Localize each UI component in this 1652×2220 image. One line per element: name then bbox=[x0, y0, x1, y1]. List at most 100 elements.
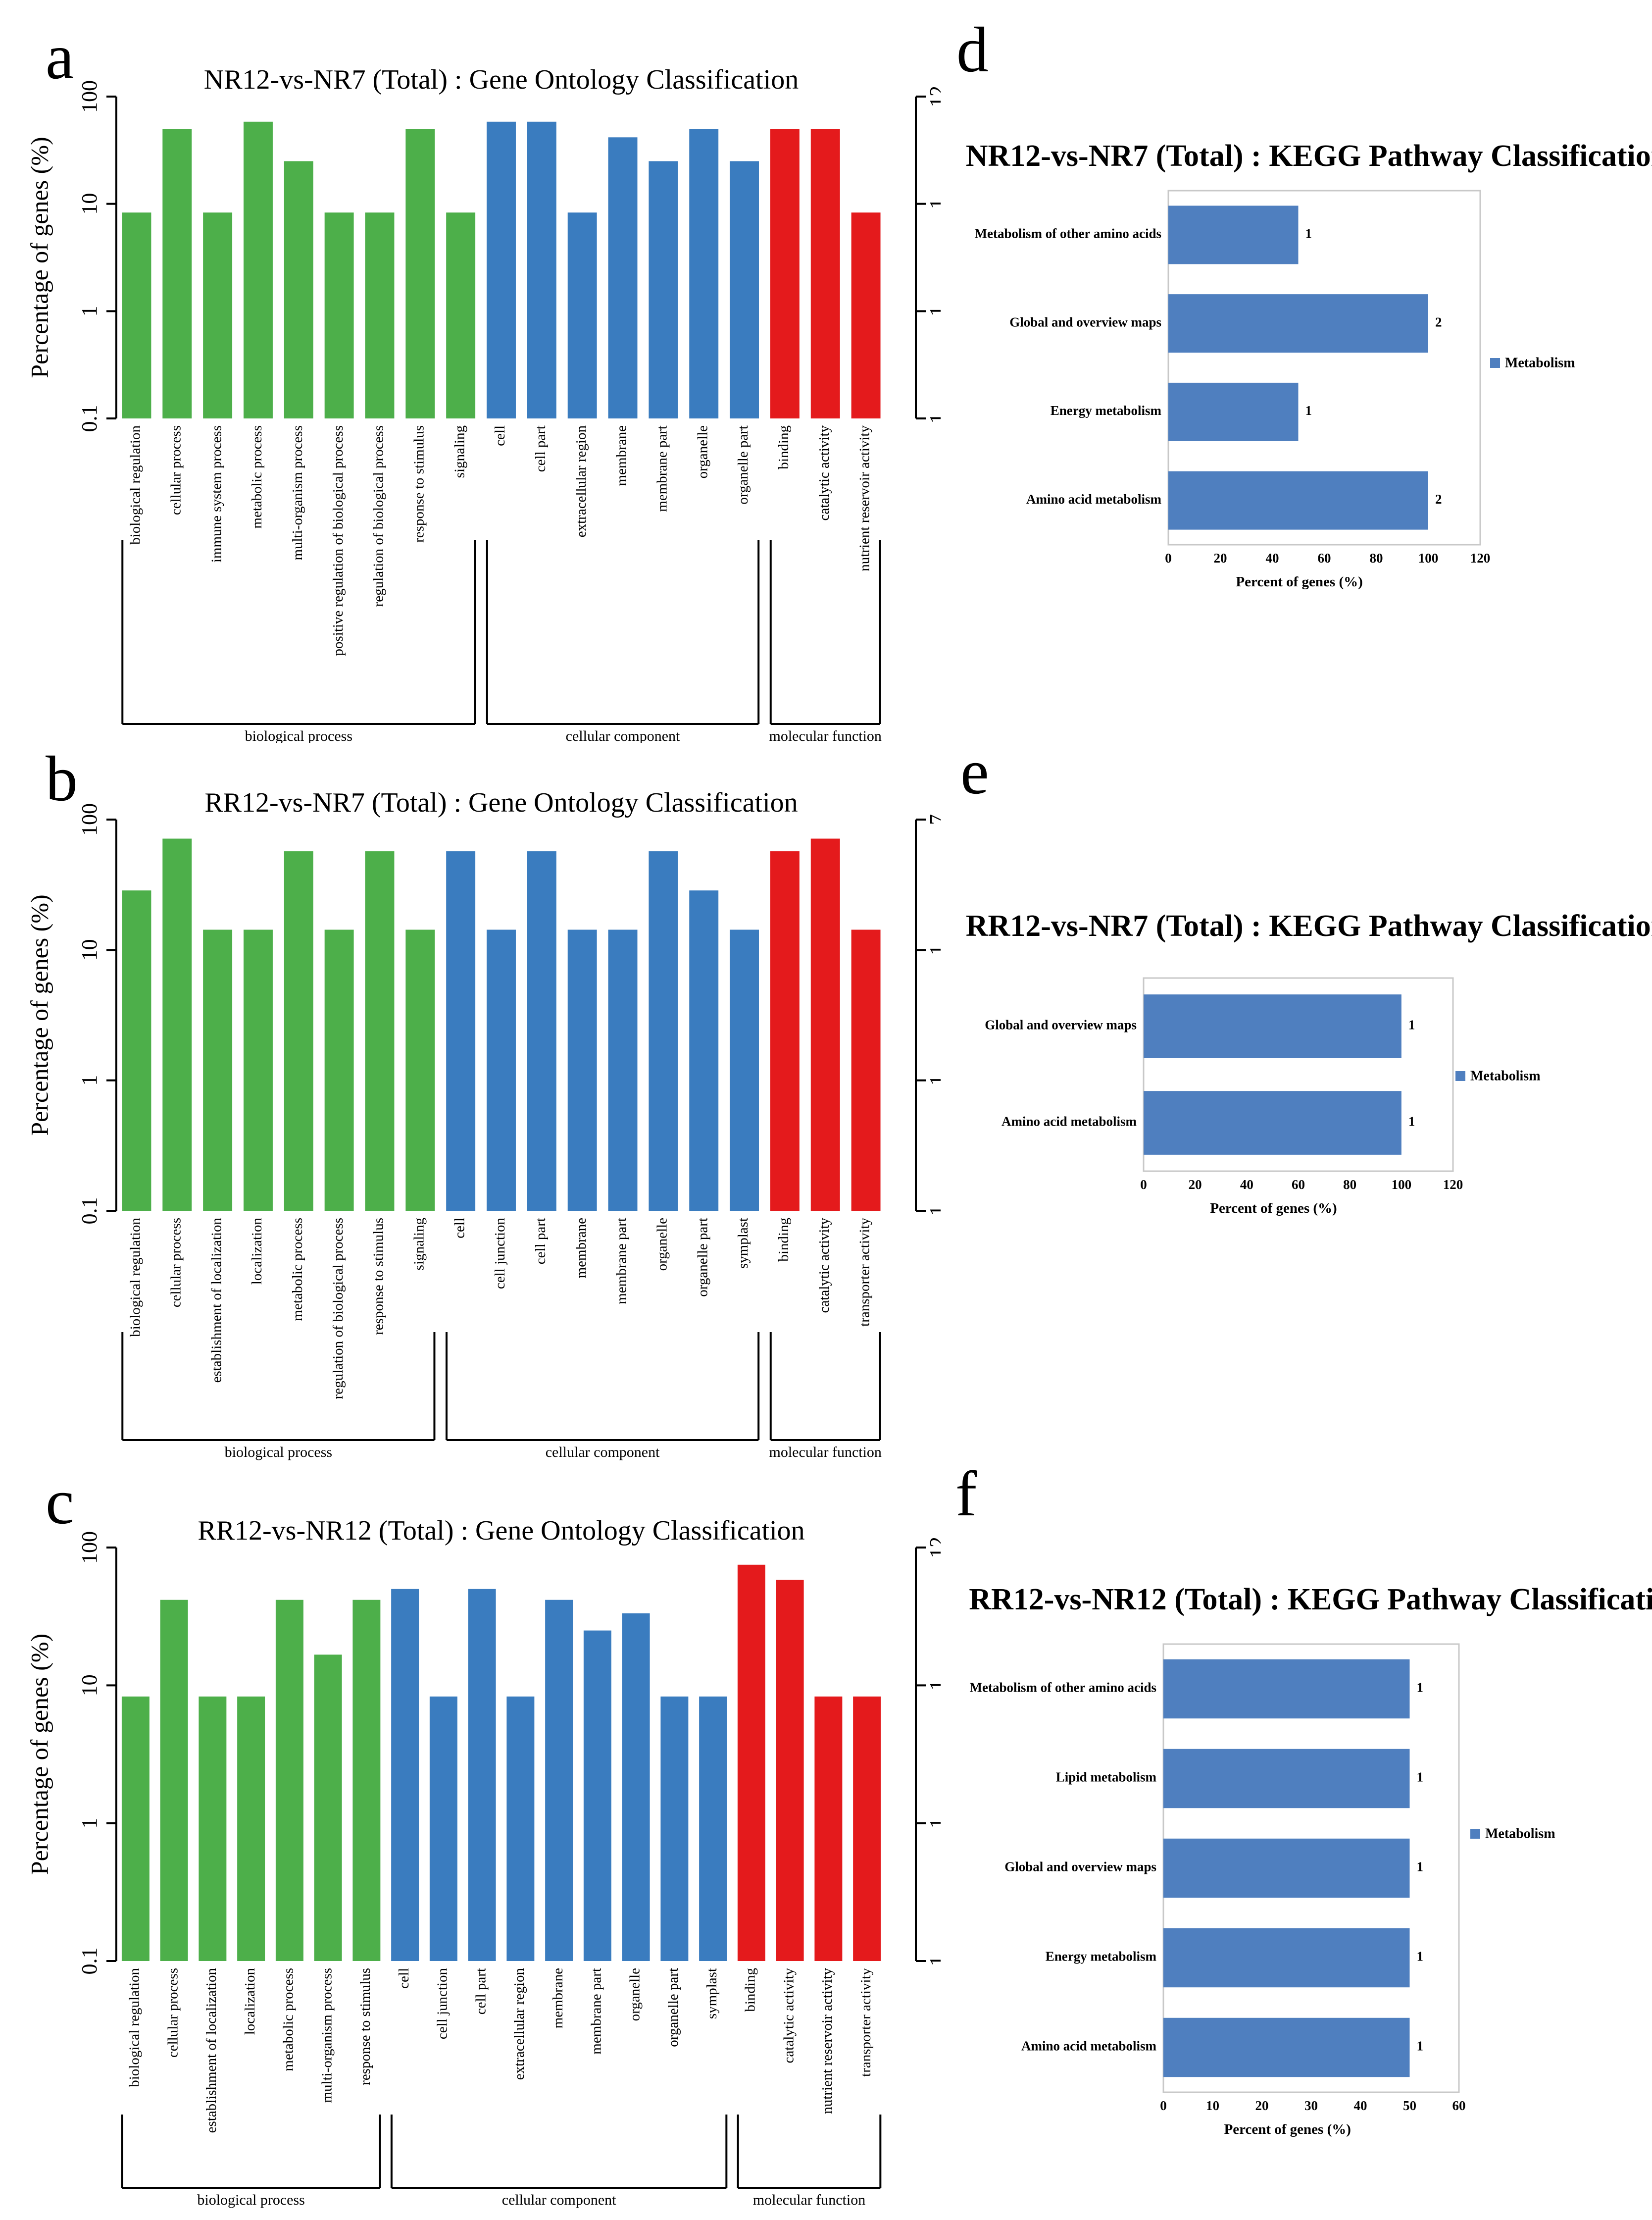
bar-positive-regulation-of-biological-process bbox=[324, 212, 354, 418]
bar-extracellular-region bbox=[506, 1696, 535, 1961]
bar-response-to-stimulus bbox=[405, 129, 435, 419]
x-tick-label: localization bbox=[249, 1218, 265, 1285]
x-tick-label: metabolic process bbox=[290, 1218, 305, 1321]
y-tick-label: Amino acid metabolism bbox=[1021, 2039, 1157, 2054]
legend-swatch bbox=[1455, 1071, 1465, 1081]
x-tick-label: catalytic activity bbox=[816, 425, 832, 521]
bar-cell-part bbox=[468, 1589, 496, 1961]
bar-response-to-stimulus bbox=[365, 851, 395, 1211]
bar-transporter-activity bbox=[851, 929, 881, 1211]
x-tick-label: biological regulation bbox=[127, 1968, 143, 2087]
bar-Global-and-overview-maps bbox=[1163, 1838, 1410, 1898]
kegg-chart-e: RR12-vs-NR7 (Total) : KEGG Pathway Class… bbox=[966, 909, 1652, 1216]
bar-binding bbox=[737, 1564, 765, 1961]
x-tick-label: 40 bbox=[1240, 1177, 1253, 1192]
bar-signaling bbox=[446, 212, 476, 418]
y-tick-label: 0.1 bbox=[77, 405, 101, 432]
x-tick-label: symplast bbox=[704, 1968, 720, 2019]
x-tick-label: cell part bbox=[533, 1218, 549, 1264]
x-tick-label: membrane bbox=[614, 425, 630, 486]
x-tick-label: 60 bbox=[1292, 1177, 1305, 1192]
bar-membrane-part bbox=[583, 1630, 611, 1961]
y2-tick-label: 1 bbox=[925, 199, 941, 209]
x-tick-label: signaling bbox=[411, 1218, 427, 1270]
y-tick-label: 100 bbox=[77, 80, 101, 113]
x-tick-label: regulation of biological process bbox=[330, 1218, 346, 1399]
bar-multi-organism-process bbox=[284, 161, 313, 419]
chart-title: RR12-vs-NR7 (Total) : KEGG Pathway Class… bbox=[966, 909, 1652, 943]
x-tick-label: biological regulation bbox=[128, 1218, 144, 1337]
bar-cell bbox=[446, 851, 476, 1211]
y2-tick-label: 1 bbox=[925, 413, 941, 424]
y-tick-label: Energy metabolism bbox=[1046, 1949, 1157, 1964]
y-tick-label: 100 bbox=[77, 1531, 101, 1564]
bar-organelle-part bbox=[689, 890, 719, 1211]
data-label: 2 bbox=[1435, 314, 1442, 329]
data-label: 1 bbox=[1408, 1018, 1415, 1033]
bar-membrane bbox=[567, 929, 597, 1211]
bar-extracellular-region bbox=[567, 212, 597, 418]
group-label: molecular function bbox=[753, 2192, 865, 2208]
bar-membrane bbox=[545, 1600, 573, 1961]
x-tick-label: cell bbox=[492, 425, 508, 446]
y-tick-label: Global and overview maps bbox=[1004, 1859, 1156, 1874]
x-tick-label: 100 bbox=[1392, 1177, 1412, 1192]
y-tick-label: 10 bbox=[77, 193, 101, 215]
bar-organelle bbox=[689, 129, 719, 419]
x-tick-label: 80 bbox=[1343, 1177, 1356, 1192]
bar-catalytic-activity bbox=[776, 1580, 804, 1961]
x-tick-label: membrane bbox=[550, 1968, 566, 2028]
legend-label: Metabolism bbox=[1470, 1068, 1541, 1084]
panel-letter-a: a bbox=[46, 21, 74, 93]
x-tick-label: 30 bbox=[1304, 2098, 1318, 2113]
legend-swatch bbox=[1490, 358, 1500, 368]
go-chart-c: RR12-vs-NR12 (Total) : Gene Ontology Cla… bbox=[25, 1515, 941, 2208]
y2-tick-label: 1 bbox=[925, 1205, 941, 1216]
data-label: 1 bbox=[1417, 1770, 1424, 1785]
data-label: 1 bbox=[1305, 403, 1312, 418]
bar-Metabolism-of-other-amino-acids bbox=[1163, 1659, 1410, 1719]
x-tick-label: 0 bbox=[1140, 1177, 1147, 1192]
x-tick-label: 60 bbox=[1452, 2098, 1466, 2113]
bar-symplast bbox=[699, 1696, 727, 1961]
data-label: 1 bbox=[1417, 2039, 1424, 2054]
x-tick-label: 120 bbox=[1443, 1177, 1463, 1192]
y2-tick-label: 1 bbox=[925, 1818, 941, 1829]
bar-establishment-of-localization bbox=[199, 1696, 227, 1961]
bar-localization bbox=[237, 1696, 265, 1961]
y-axis-label: Percentage of genes (%) bbox=[25, 894, 53, 1136]
bar-cell bbox=[391, 1589, 419, 1961]
group-label: cellular component bbox=[566, 728, 680, 743]
x-axis-label: Percent of genes (%) bbox=[1224, 2121, 1351, 2137]
x-tick-label: cell bbox=[396, 1968, 412, 1989]
bar-biological-regulation bbox=[122, 890, 151, 1211]
chart-title: RR12-vs-NR7 (Total) : Gene Ontology Clas… bbox=[204, 787, 798, 818]
x-tick-label: extracellular region bbox=[573, 425, 589, 538]
bar-Energy-metabolism bbox=[1163, 1928, 1410, 1988]
data-label: 1 bbox=[1305, 226, 1312, 241]
x-tick-label: multi-organism process bbox=[290, 425, 305, 561]
y-tick-label: Lipid metabolism bbox=[1056, 1770, 1157, 1785]
bar-localization bbox=[243, 929, 273, 1211]
x-tick-label: organelle bbox=[654, 1218, 670, 1271]
y-tick-label: 1 bbox=[77, 306, 101, 316]
y2-tick-label: 7 bbox=[925, 814, 941, 825]
bar-Energy-metabolism bbox=[1168, 382, 1299, 441]
x-tick-label: 120 bbox=[1470, 551, 1491, 566]
bar-regulation-of-biological-process bbox=[324, 929, 354, 1211]
bar-organelle-part bbox=[660, 1696, 689, 1961]
bar-Global-and-overview-maps bbox=[1168, 294, 1428, 353]
bar-metabolic-process bbox=[243, 121, 273, 418]
x-tick-label: cellular process bbox=[165, 1968, 181, 2058]
panel-letter-e: e bbox=[960, 736, 989, 808]
x-tick-label: 60 bbox=[1318, 551, 1331, 566]
data-label: 1 bbox=[1417, 1949, 1424, 1964]
x-tick-label: 80 bbox=[1370, 551, 1383, 566]
bar-response-to-stimulus bbox=[352, 1600, 381, 1961]
bar-metabolic-process bbox=[275, 1600, 303, 1961]
bar-membrane-part bbox=[608, 929, 638, 1211]
bar-regulation-of-biological-process bbox=[365, 212, 395, 418]
y-tick-label: Amino acid metabolism bbox=[1026, 492, 1162, 507]
y2-tick-label: 12 bbox=[925, 86, 941, 107]
bar-membrane-part bbox=[649, 161, 678, 419]
